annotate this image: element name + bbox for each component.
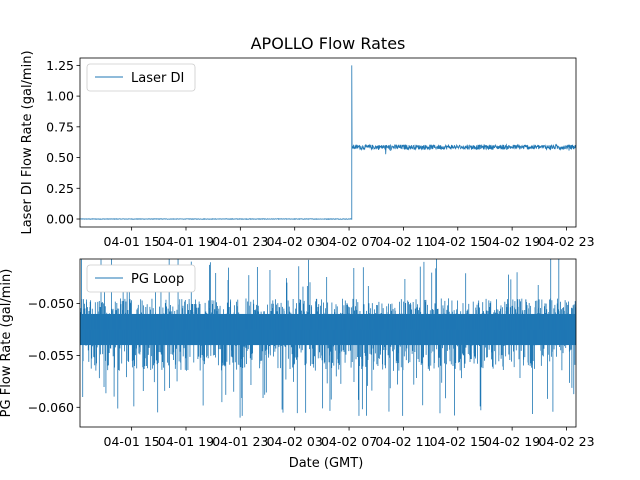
x-tick-label: 04-02 07	[321, 234, 377, 249]
laser-di-legend: Laser DI	[86, 63, 196, 92]
pg-loop-legend: PG Loop	[86, 264, 196, 293]
x-tick-label: 04-02 19	[484, 434, 540, 449]
x-axis-label: Date (GMT)	[289, 456, 364, 471]
y-tick-label: −0.050	[28, 296, 74, 311]
laser-di-axes-frame	[79, 57, 577, 228]
pg-loop-axes-frame	[79, 258, 577, 428]
pg-loop-y-axis-label: PG Flow Rate (gal/min)	[0, 269, 14, 418]
y-tick-label: 1.00	[46, 89, 74, 104]
laser-di-legend-label: Laser DI	[131, 71, 184, 86]
x-tick-label: 04-02 23	[538, 434, 594, 449]
laser-di-y-ticks: 0.00 0.25 0.50 0.75 1.00 1.25	[46, 58, 80, 227]
x-tick-label: 04-01 19	[158, 234, 214, 249]
x-tick-label: 04-02 03	[267, 434, 323, 449]
x-tick-label: 04-02 11	[375, 434, 431, 449]
y-tick-label: 0.75	[46, 119, 74, 134]
y-tick-label: −0.060	[28, 400, 74, 415]
x-tick-label: 04-02 07	[321, 434, 377, 449]
laser-di-series-line	[79, 65, 577, 220]
y-tick-label: 0.25	[46, 181, 74, 196]
x-tick-label: 04-02 15	[430, 234, 486, 249]
x-tick-label: 04-01 19	[158, 434, 214, 449]
x-tick-label: 04-01 15	[104, 234, 160, 249]
x-tick-label: 04-02 19	[484, 234, 540, 249]
laser-di-legend-box	[86, 63, 196, 92]
x-tick-label: 04-02 11	[375, 234, 431, 249]
x-tick-label: 04-01 23	[212, 234, 268, 249]
x-tick-label: 04-02 03	[267, 234, 323, 249]
x-tick-label: 04-01 15	[104, 434, 160, 449]
x-tick-label: 04-01 23	[212, 434, 268, 449]
pg-loop-plot-area	[80, 259, 576, 418]
x-tick-label: 04-02 15	[430, 434, 486, 449]
chart-title: APOLLO Flow Rates	[251, 34, 406, 53]
y-tick-label: 1.25	[46, 58, 74, 73]
pg-loop-legend-label: PG Loop	[131, 272, 184, 287]
y-tick-label: 0.50	[46, 150, 74, 165]
pg-loop-y-ticks: −0.050 −0.055 −0.060	[28, 296, 80, 415]
y-tick-label: 0.00	[46, 212, 74, 227]
laser-di-y-axis-label: Laser DI Flow Rate (gal/min)	[20, 50, 35, 234]
laser-di-plot-area	[79, 65, 577, 220]
pg-loop-legend-box	[86, 264, 196, 293]
x-tick-label: 04-02 23	[538, 234, 594, 249]
y-tick-label: −0.055	[28, 348, 74, 363]
